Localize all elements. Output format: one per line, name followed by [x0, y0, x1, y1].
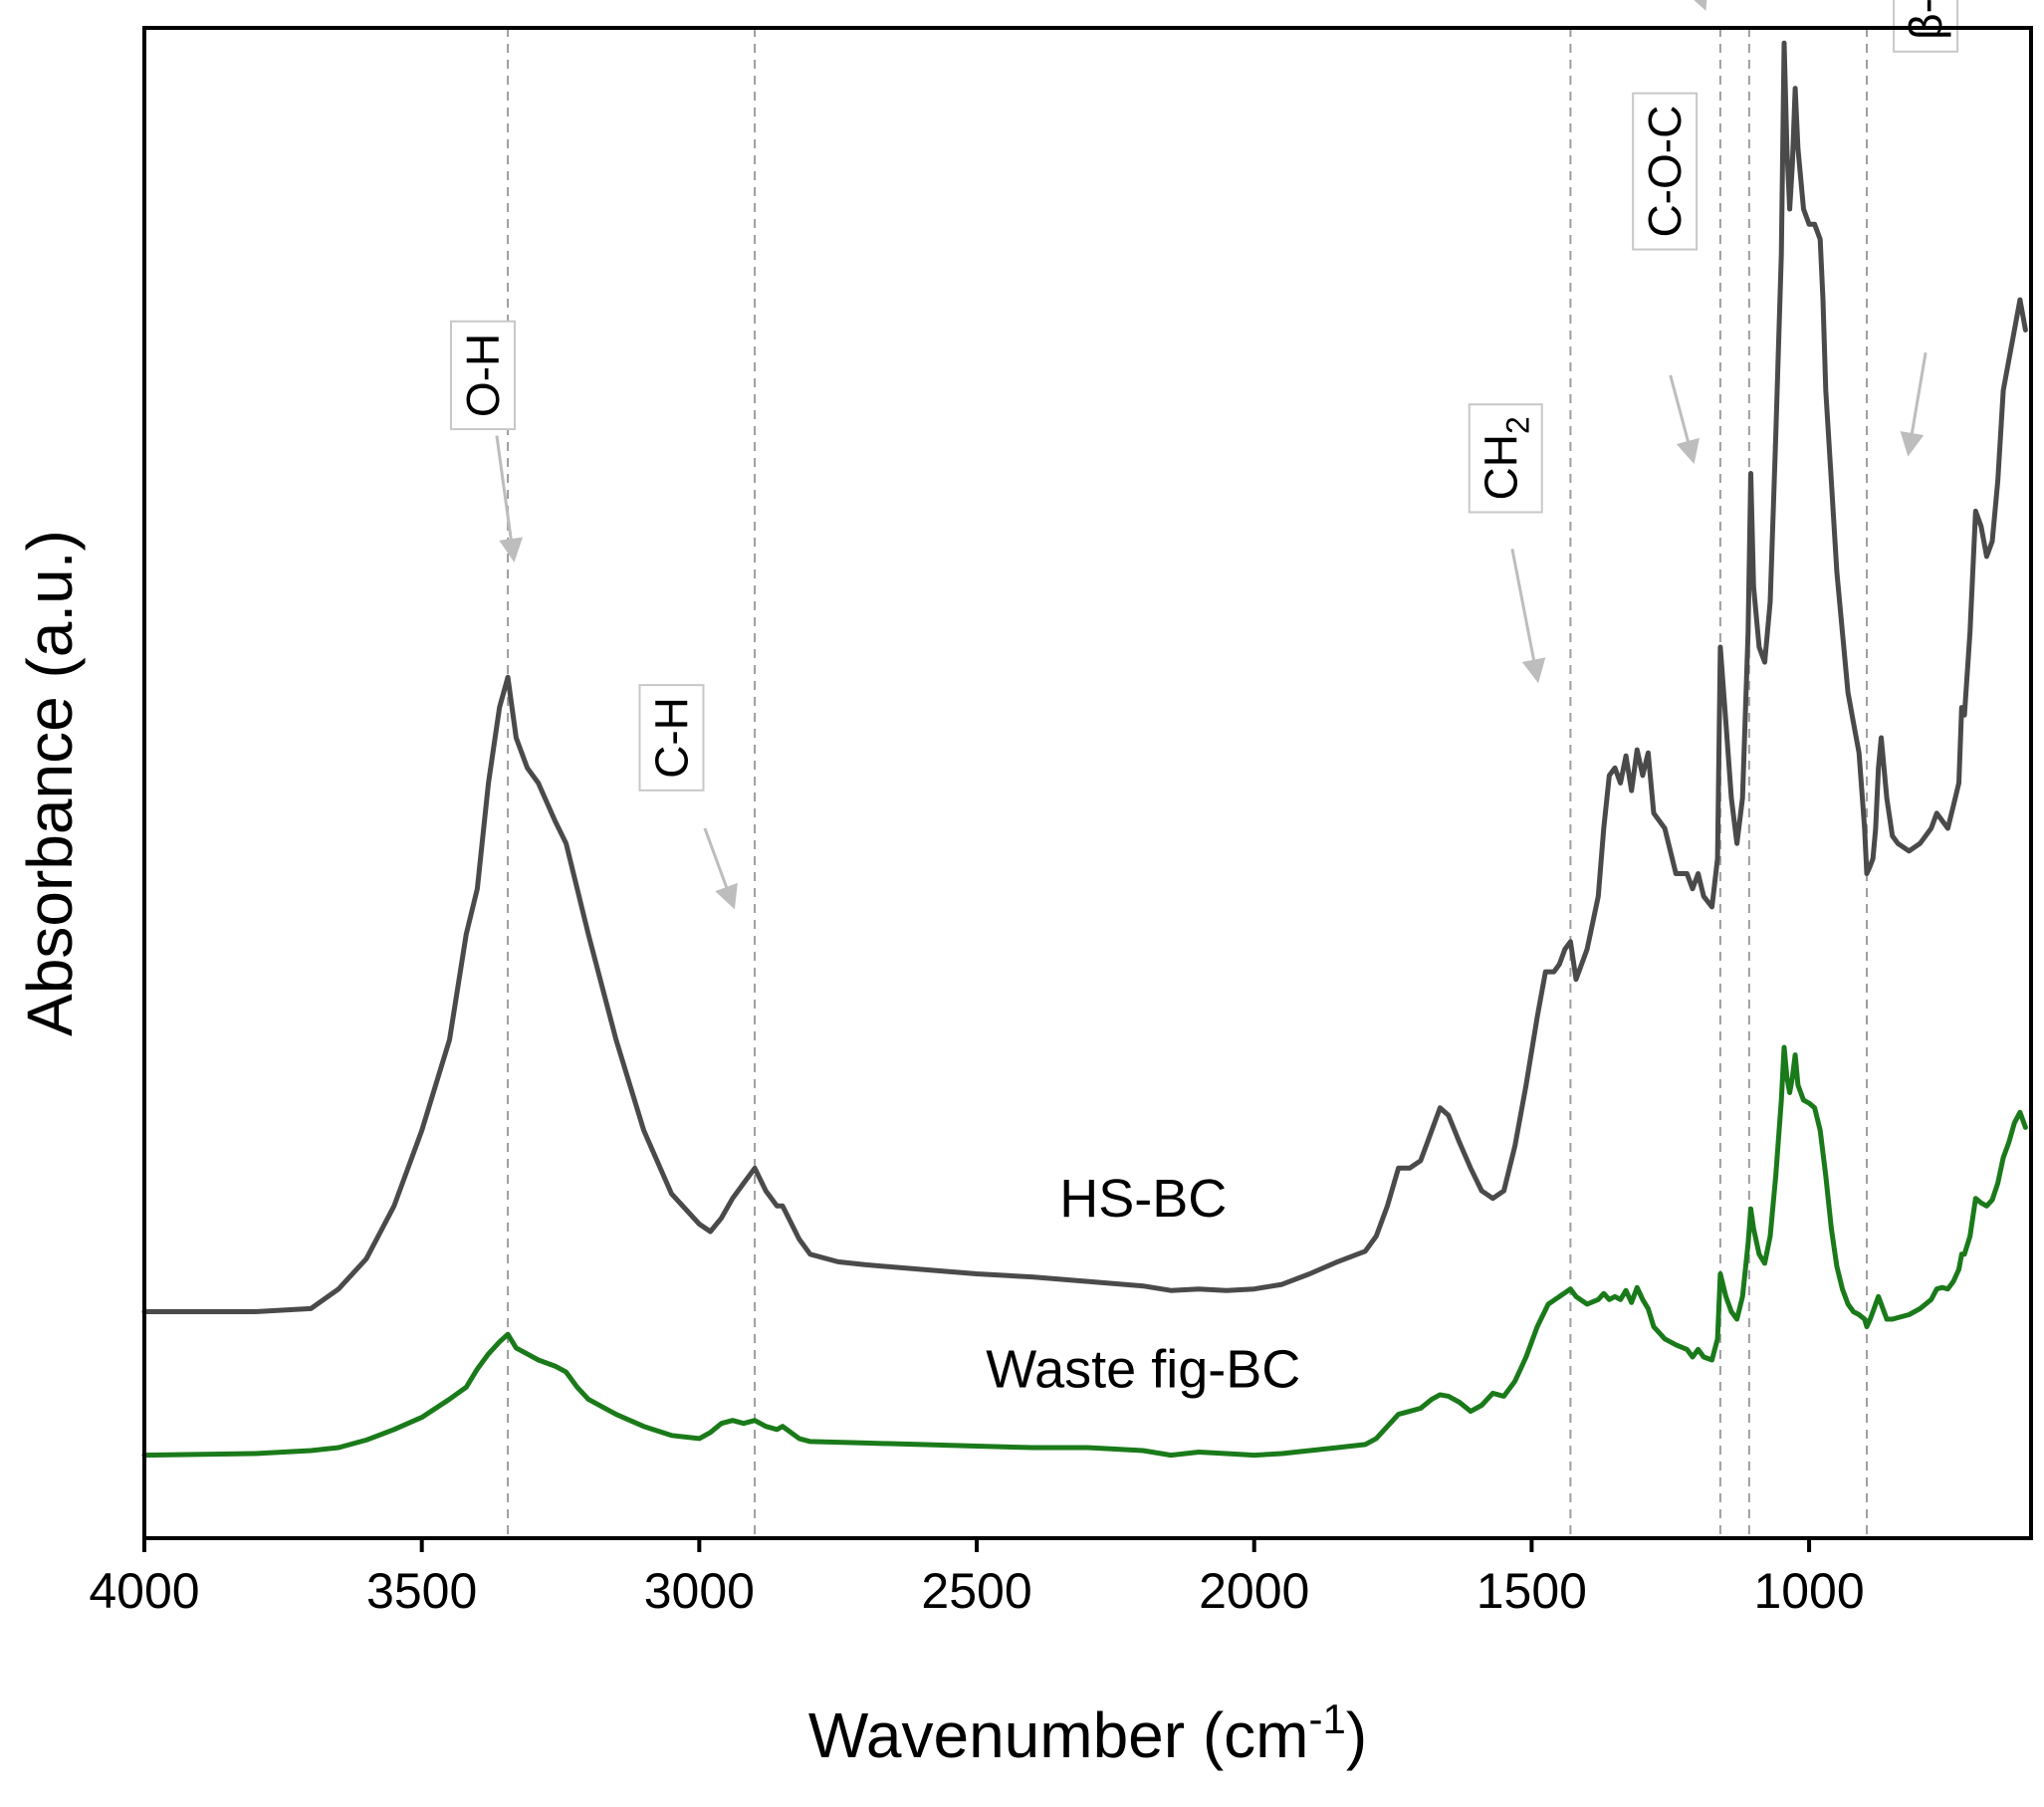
series-label-1: Waste fig-BC — [986, 1339, 1300, 1399]
annotation-sub-ch2: 2 — [1500, 416, 1536, 434]
annotation-box-ch2 — [1468, 403, 1543, 514]
annotation-arrow-coc — [1669, 374, 1700, 465]
annotation-text-oh: O-H — [457, 334, 509, 417]
series-labels: HS-BC Waste fig-BC — [986, 1169, 1300, 1399]
x-axis-title-sup: -1 — [1308, 1695, 1345, 1742]
annotation-label-oh: O-H — [457, 334, 509, 417]
annotation-label-ch: C-H — [645, 697, 697, 779]
annotation-text-beta: β-1,4 bond — [1900, 0, 1951, 40]
annotation-box-coc — [1632, 92, 1699, 251]
reference-lines — [507, 28, 1869, 1538]
series-line-1 — [141, 1044, 2028, 1459]
annotation-text-coc: C-O-C — [1639, 106, 1691, 238]
annotation-arrow-ch — [703, 827, 738, 910]
series-label-0: HS-BC — [1059, 1169, 1227, 1229]
series-line-0 — [141, 40, 2028, 1314]
annotation-beta: β-1,4 bond — [1893, 0, 1959, 53]
annotation-box-ch — [638, 684, 705, 791]
annotation-box-beta — [1893, 0, 1959, 53]
annotation-label-ch2: CH2 — [1476, 416, 1536, 500]
series-layer — [141, 40, 2028, 1459]
x-tick-label: 4000 — [89, 1563, 199, 1619]
x-tick-label: 2000 — [1199, 1563, 1309, 1619]
annotation-text-ch: C-H — [645, 697, 697, 779]
plot-frame — [142, 26, 2033, 1540]
annotation-ch: C-H — [638, 684, 705, 791]
x-tick-label: 1500 — [1476, 1563, 1587, 1619]
y-axis-title: Absorbance (a.u.) — [14, 530, 86, 1036]
annotation-coc: C-O-C — [1632, 92, 1699, 251]
annotation-oh: O-H — [449, 320, 516, 431]
annotation-ch2: CH2 — [1468, 403, 1543, 514]
annotation-text-ch2: CH — [1476, 434, 1527, 500]
x-axis-ticks: 4000 3500 3000 2500 2000 1500 1000 — [89, 1538, 1865, 1619]
annotation-label-coc: C-O-C — [1639, 106, 1691, 238]
annotation-box-oh — [449, 320, 516, 431]
x-axis-title-main: Wavenumber (cm — [808, 1699, 1309, 1771]
x-tick-label: 1000 — [1753, 1563, 1864, 1619]
annotation-label-beta: β-1,4 bond — [1900, 0, 1951, 40]
x-axis-title: Wavenumber (cm-1) — [808, 1695, 1367, 1771]
x-tick-label: 3500 — [366, 1563, 477, 1619]
annotation-arrow-ch2 — [1510, 549, 1546, 684]
x-tick-label: 3000 — [644, 1563, 755, 1619]
x-tick-label: 2500 — [921, 1563, 1031, 1619]
annotation-arrow-co — [1686, 0, 1708, 11]
annotation-arrow-oh — [495, 435, 524, 563]
annotation-arrow-beta — [1900, 351, 1928, 457]
x-axis-title-suffix: ) — [1346, 1699, 1367, 1771]
